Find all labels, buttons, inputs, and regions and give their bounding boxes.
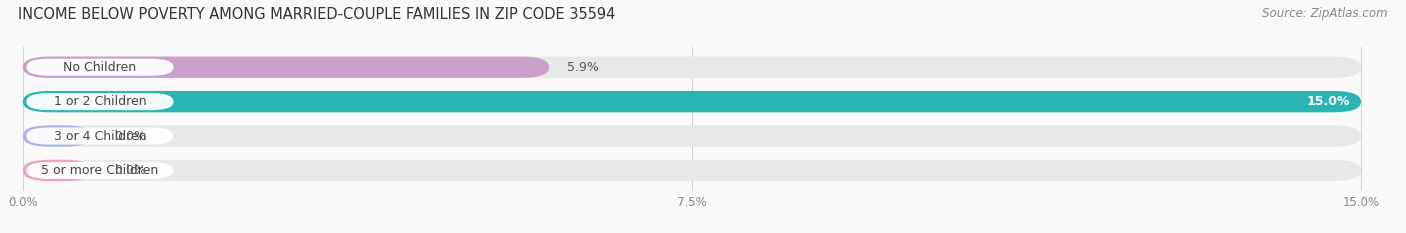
FancyBboxPatch shape <box>27 59 173 76</box>
Text: 15.0%: 15.0% <box>1306 95 1350 108</box>
FancyBboxPatch shape <box>22 91 1361 112</box>
Text: 1 or 2 Children: 1 or 2 Children <box>53 95 146 108</box>
FancyBboxPatch shape <box>22 91 1361 112</box>
Text: 5.9%: 5.9% <box>567 61 599 74</box>
Text: No Children: No Children <box>63 61 136 74</box>
Text: 0.0%: 0.0% <box>114 164 146 177</box>
FancyBboxPatch shape <box>22 125 1361 147</box>
Text: 5 or more Children: 5 or more Children <box>41 164 159 177</box>
FancyBboxPatch shape <box>22 125 91 147</box>
FancyBboxPatch shape <box>22 57 550 78</box>
FancyBboxPatch shape <box>22 57 1361 78</box>
Text: Source: ZipAtlas.com: Source: ZipAtlas.com <box>1263 7 1388 20</box>
FancyBboxPatch shape <box>27 162 173 179</box>
Text: 0.0%: 0.0% <box>114 130 146 143</box>
FancyBboxPatch shape <box>27 93 173 110</box>
Text: INCOME BELOW POVERTY AMONG MARRIED-COUPLE FAMILIES IN ZIP CODE 35594: INCOME BELOW POVERTY AMONG MARRIED-COUPL… <box>18 7 616 22</box>
Text: 3 or 4 Children: 3 or 4 Children <box>53 130 146 143</box>
FancyBboxPatch shape <box>27 127 173 144</box>
FancyBboxPatch shape <box>22 160 91 181</box>
FancyBboxPatch shape <box>22 160 1361 181</box>
